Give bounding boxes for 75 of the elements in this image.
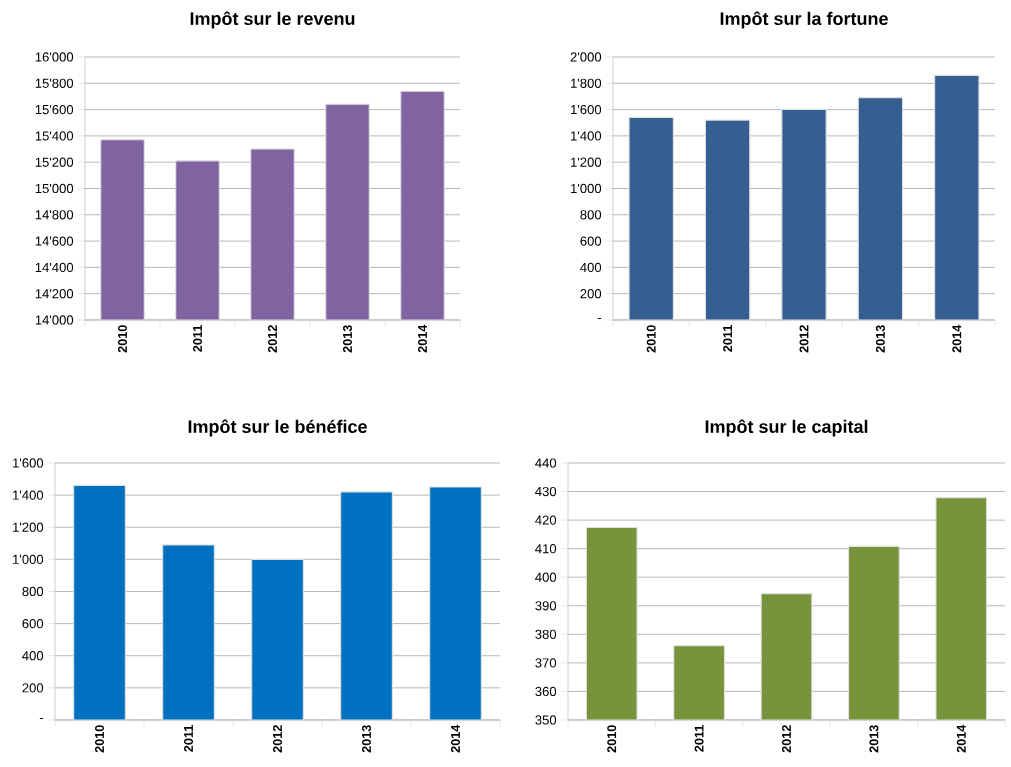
bar [162, 544, 215, 721]
x-tick-label: 2012 [273, 725, 282, 753]
x-tick-label: 2012 [799, 325, 809, 353]
y-tick-label: 380 [535, 629, 557, 639]
x-tick-label: 2011 [184, 725, 193, 752]
bar [429, 486, 482, 721]
x-tick-label: 2012 [782, 725, 791, 753]
y-tick-label: 2'000 [570, 52, 602, 62]
x-tick-label: 2013 [869, 725, 879, 753]
y-tick-label: 360 [535, 686, 557, 697]
y-tick-label: - [597, 318, 602, 320]
x-tick-label: 2011 [193, 325, 202, 352]
chart-title: Impôt sur la fortune [720, 11, 888, 29]
y-tick-label: 400 [22, 651, 44, 661]
y-tick-label: 800 [580, 210, 602, 220]
y-tick-label: 1'000 [571, 183, 602, 194]
y-tick-label: 370 [535, 658, 557, 668]
x-tick-label: 2012 [268, 325, 277, 353]
y-tick-label: 14'000 [35, 315, 74, 325]
bar [628, 116, 674, 321]
y-tick-label: 600 [580, 236, 602, 246]
x-tick-label: 2010 [95, 725, 104, 753]
y-tick-label: - [39, 718, 44, 720]
bar [857, 97, 904, 321]
bar [704, 119, 751, 321]
x-tick-label: 2013 [343, 325, 352, 353]
y-tick-label: 200 [580, 289, 602, 299]
chart-title: Impôt sur le revenu [190, 11, 355, 29]
x-tick-label: 2014 [418, 324, 427, 353]
y-tick-label: 16'000 [35, 52, 74, 62]
y-tick-label: 350 [535, 715, 557, 725]
chart-title: Impôt sur le bénéfice [188, 419, 367, 437]
x-tick-label: 2014 [451, 724, 460, 753]
y-tick-label: 390 [535, 601, 557, 611]
y-tick-label: 1'600 [571, 104, 602, 115]
x-tick-label: 2010 [646, 325, 656, 353]
y-tick-label: 14'200 [35, 289, 74, 299]
x-tick-label: 2011 [694, 725, 704, 752]
y-tick-label: 1'400 [571, 131, 602, 141]
bar [934, 74, 980, 321]
y-tick-label: 15'200 [35, 157, 74, 167]
y-tick-label: 1'800 [571, 78, 602, 88]
x-tick-label: 2011 [723, 325, 733, 352]
y-tick-label: 1'600 [13, 458, 44, 468]
y-tick-label: 1'400 [13, 490, 44, 500]
chart-title: Impôt sur le capital [705, 419, 868, 437]
x-tick-label: 2013 [362, 725, 371, 753]
y-tick-label: 14'400 [35, 262, 74, 273]
y-tick-label: 420 [535, 515, 557, 525]
y-tick-label: 15'600 [35, 104, 74, 115]
y-tick-label: 14'600 [35, 236, 74, 246]
y-tick-label: 15'400 [35, 131, 74, 141]
x-tick-label: 2014 [952, 324, 962, 353]
x-tick-label: 2014 [956, 724, 966, 753]
y-tick-label: 1'200 [13, 522, 44, 532]
bar [340, 491, 393, 721]
y-tick-label: 15'800 [35, 78, 74, 88]
bar [251, 558, 304, 721]
bar [781, 109, 827, 321]
x-tick-label: 2010 [118, 325, 127, 353]
x-tick-label: 2013 [875, 325, 885, 353]
x-tick-label: 2010 [607, 725, 617, 753]
y-tick-label: 410 [535, 544, 557, 554]
y-tick-label: 600 [22, 618, 44, 629]
y-tick-label: 1'200 [571, 157, 602, 167]
y-tick-label: 400 [580, 262, 602, 273]
y-tick-label: 14'800 [35, 210, 74, 220]
bar [73, 484, 126, 721]
y-tick-label: 430 [535, 486, 557, 497]
y-tick-label: 200 [22, 683, 44, 693]
y-tick-label: 400 [535, 572, 557, 582]
y-tick-label: 1'000 [13, 554, 44, 564]
y-tick-label: 800 [22, 586, 44, 597]
y-tick-label: 15'000 [35, 183, 74, 194]
y-tick-label: 440 [535, 458, 557, 468]
